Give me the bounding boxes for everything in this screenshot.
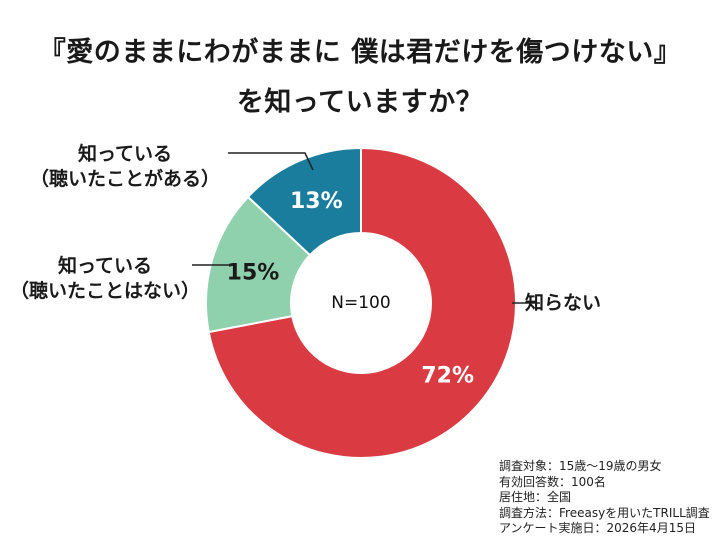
- center-label: N=100: [331, 293, 390, 313]
- note-target: 調査対象：15歳～19歳の男女: [499, 459, 662, 473]
- slice-unknown: [207, 146, 517, 459]
- chart-title-line2: を知っていますか？: [236, 87, 484, 118]
- leader-line-known-listened: [228, 152, 314, 171]
- slice-legend-known-not-listened: 知っている （聴いたことはない）: [10, 254, 200, 304]
- note-residence: 居住地：全国: [499, 490, 572, 504]
- legend-label-line1: 知っている: [57, 255, 153, 277]
- legend-label-line2: （聴いたことはない）: [10, 280, 201, 302]
- survey-notes: 調査対象：15歳～19歳の男女 有効回答数：100名 居住地：全国 調査方法：F…: [499, 459, 710, 537]
- note-date: アンケート実施日：2026年4月15日: [499, 521, 696, 535]
- slice-value-label: 13%: [290, 189, 343, 214]
- chart-title-line1: 『愛のままにわがままに 僕は君だけを傷つけない』: [38, 37, 682, 68]
- note-responses: 有効回答数：100名: [499, 474, 606, 489]
- legend-label-line1: 知っている: [77, 143, 173, 165]
- legend-label-line2: （聴いたことがある）: [30, 168, 221, 190]
- slice-value-label: 15%: [227, 261, 280, 286]
- note-method: 調査方法：Freeasyを用いたTRILL調査: [499, 505, 710, 520]
- legend-label: 知らない: [525, 292, 602, 314]
- slice-legend-known-listened: 知っている （聴いたことがある）: [30, 142, 220, 192]
- slice-value-label: 72%: [421, 364, 474, 389]
- slice-known-listened: [246, 146, 362, 257]
- slice-legend-unknown: 知らない: [525, 291, 601, 316]
